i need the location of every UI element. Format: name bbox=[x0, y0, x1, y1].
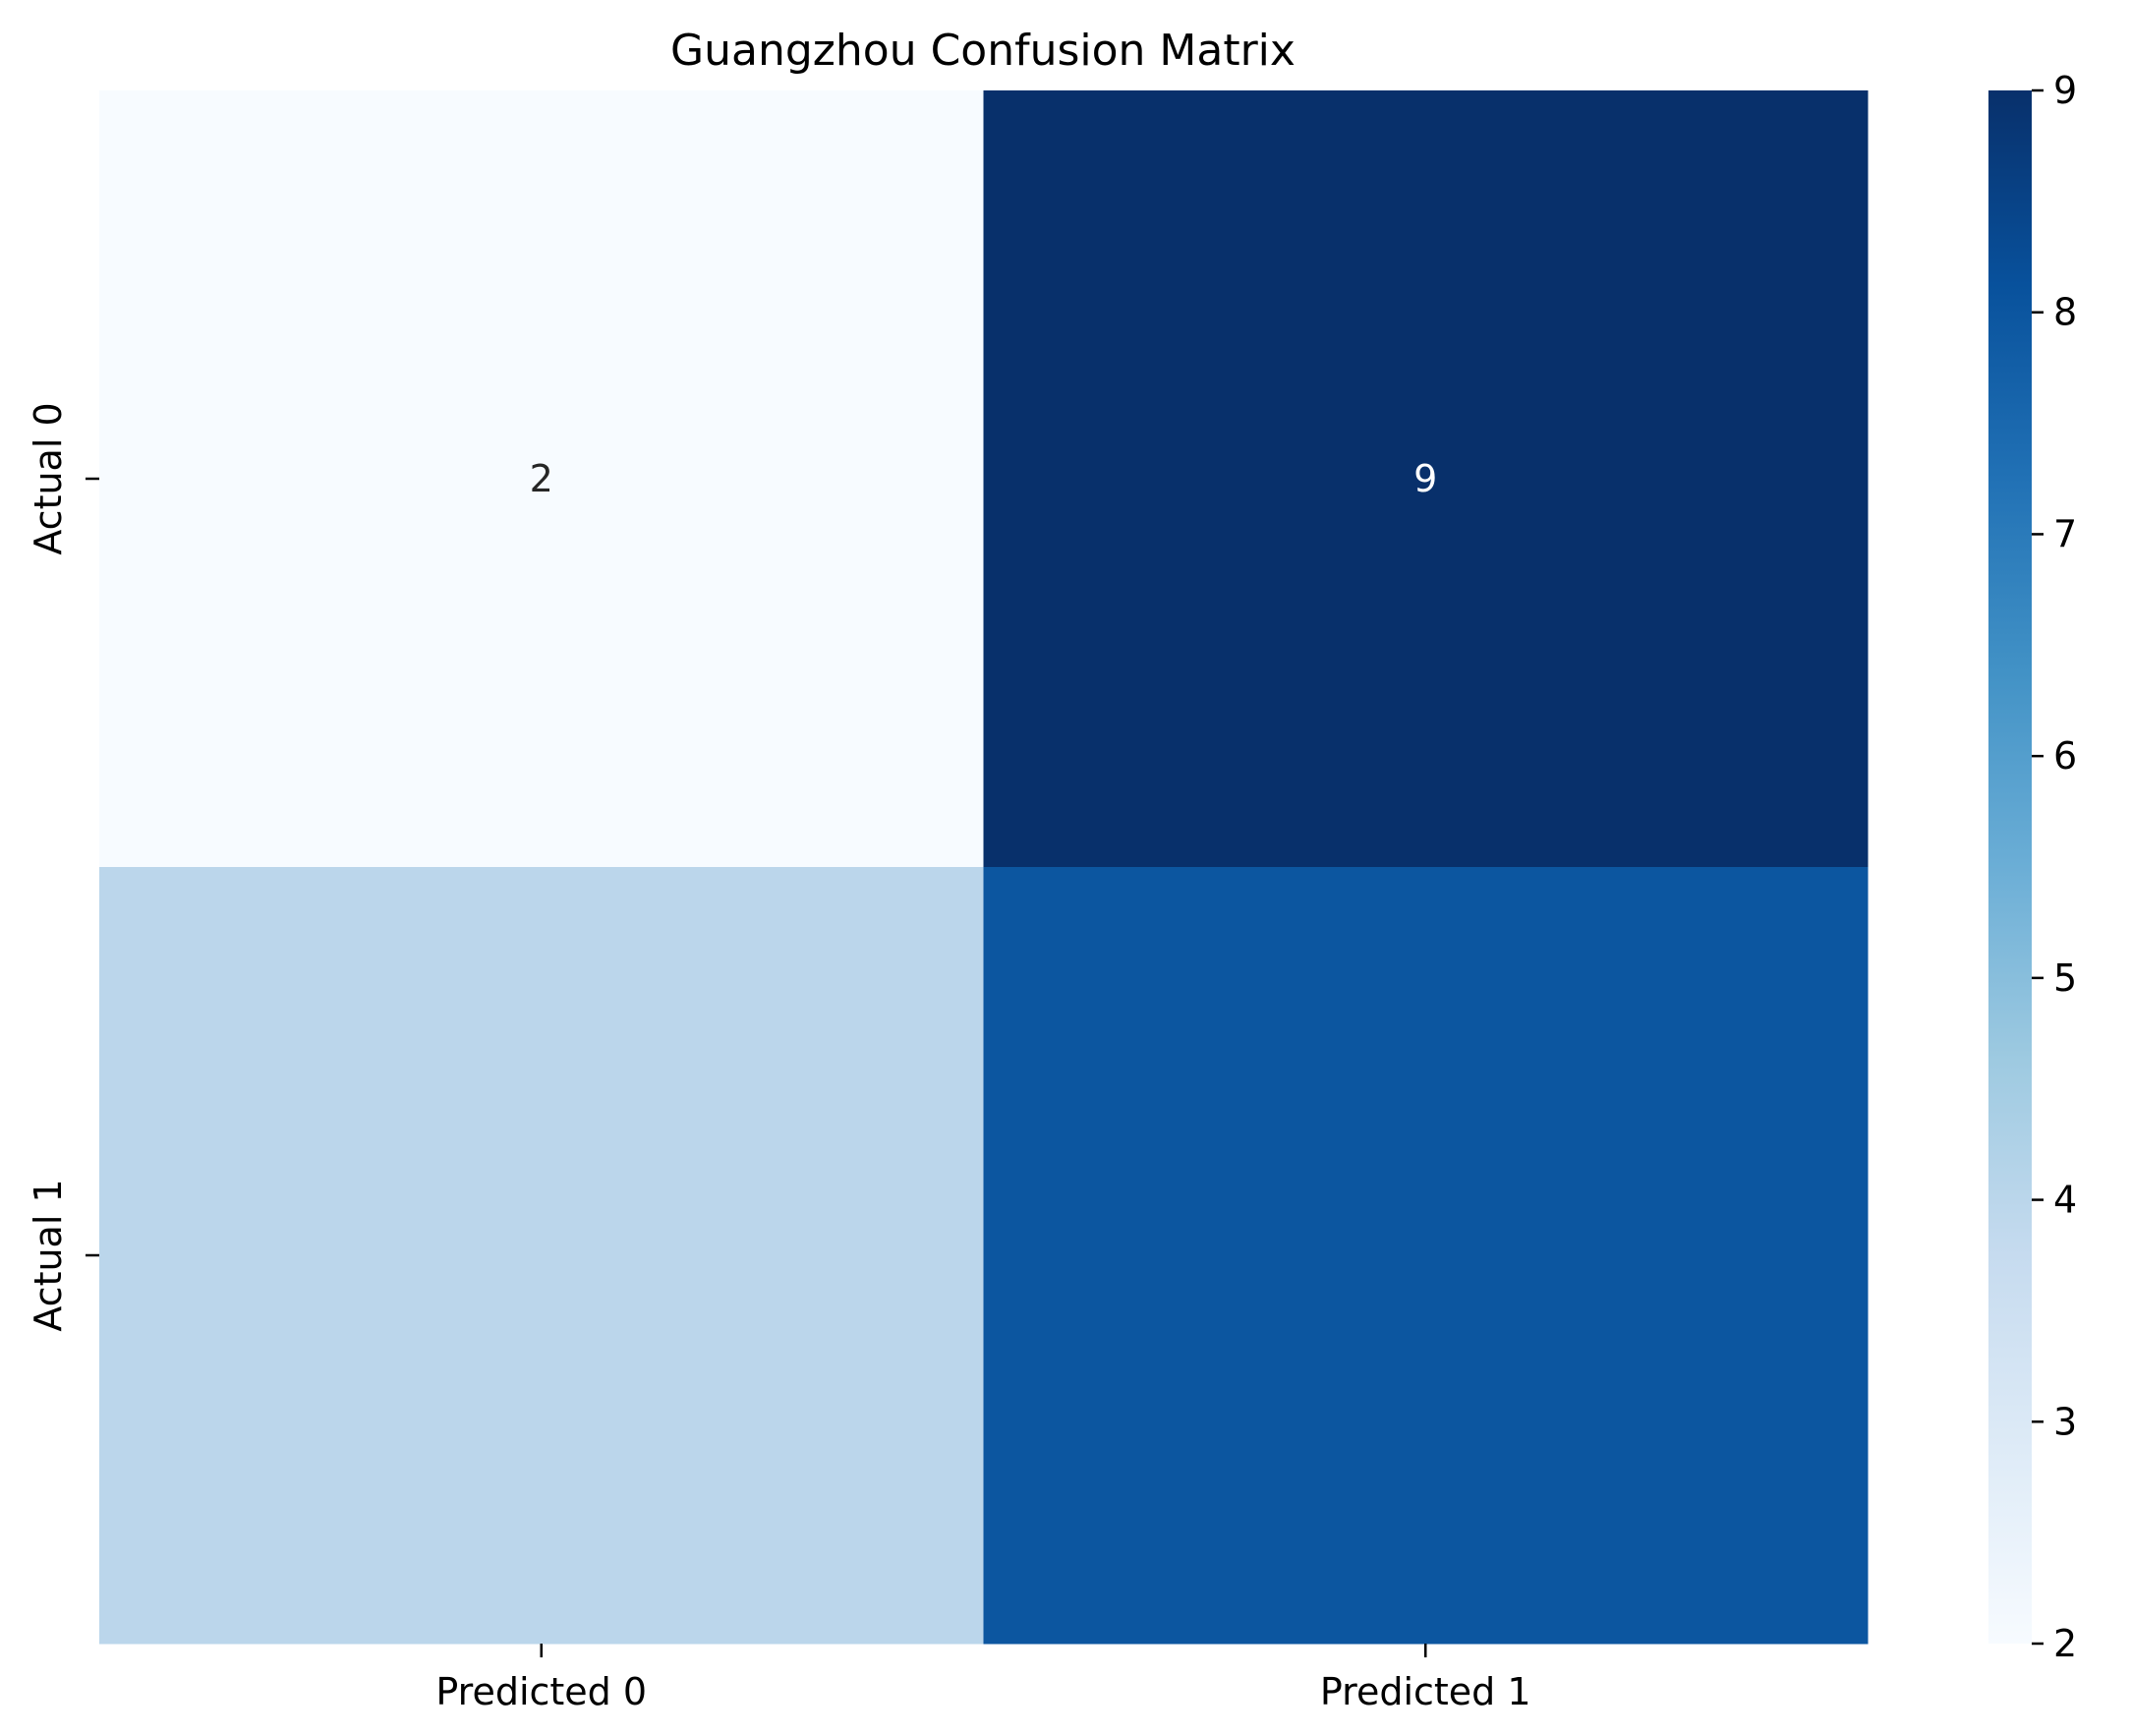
cell-label-r0-c1: 9 bbox=[1413, 457, 1437, 500]
colorbar-axis: 2 3 4 5 6 7 8 9 bbox=[2032, 69, 2077, 1665]
heatmap-cell-r0-c0 bbox=[99, 90, 984, 868]
heatmap-cell-r1-c1 bbox=[983, 867, 1869, 1645]
x-axis: Predicted 0 Predicted 1 bbox=[435, 1644, 1531, 1713]
y-axis: Actual 0 Actual 1 bbox=[27, 402, 99, 1332]
colorbar-tick-label: 4 bbox=[2053, 1179, 2077, 1222]
colorbar bbox=[1988, 90, 2032, 1644]
heatmap-cells bbox=[99, 90, 1869, 1645]
y-tick-label: Actual 0 bbox=[27, 402, 70, 554]
x-tick-label: Predicted 0 bbox=[435, 1670, 647, 1713]
colorbar-tick-label: 5 bbox=[2053, 956, 2077, 1000]
x-tick-label: Predicted 1 bbox=[1320, 1670, 1531, 1713]
heatmap-cell-r1-c0 bbox=[99, 867, 984, 1645]
y-tick-label: Actual 1 bbox=[27, 1179, 70, 1331]
colorbar-tick-label: 3 bbox=[2053, 1400, 2077, 1443]
colorbar-tick-label: 6 bbox=[2053, 734, 2077, 778]
cell-label-r0-c0: 2 bbox=[530, 457, 553, 500]
colorbar-tick-label: 7 bbox=[2053, 512, 2077, 555]
chart-title: Guangzhou Confusion Matrix bbox=[670, 26, 1296, 76]
colorbar-tick-label: 9 bbox=[2053, 69, 2077, 112]
colorbar-tick-label: 2 bbox=[2053, 1622, 2077, 1665]
heatmap-cell-r0-c1 bbox=[983, 90, 1869, 868]
colorbar-tick-label: 8 bbox=[2053, 291, 2077, 334]
